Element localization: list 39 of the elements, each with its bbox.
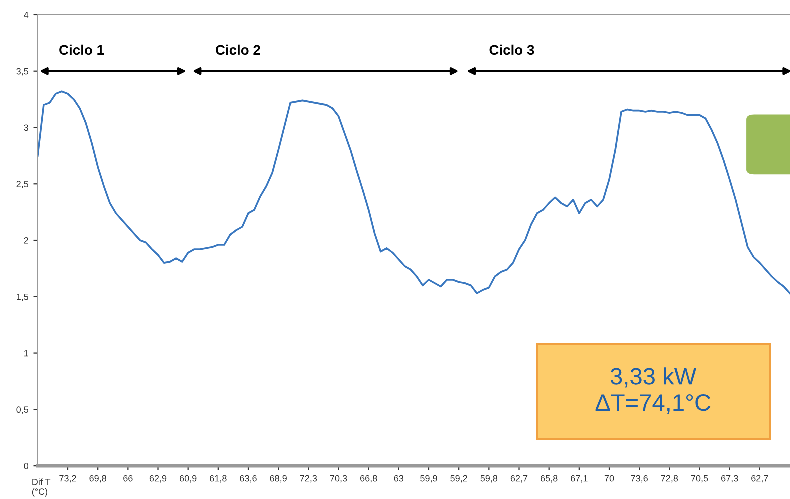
- annotation: Ciclo 1: [60, 44, 104, 56]
- y-tick-label: 3,5: [16, 68, 29, 76]
- x-tick-label: 73,2: [60, 475, 76, 483]
- x-tick-label: 63,6: [240, 475, 257, 483]
- x-tick-label: 65,8: [541, 475, 558, 483]
- x-tick-label: 63: [394, 475, 404, 482]
- x-tick-label: 73,6: [631, 475, 648, 483]
- y-tick-label: 4: [24, 12, 29, 18]
- annotation: Ciclo 2: [216, 44, 260, 56]
- y-tick-label: 0,5: [16, 406, 29, 414]
- annotation: Ciclo 3: [490, 44, 534, 56]
- x-axis-title: Dif T (°C): [32, 478, 51, 497]
- y-tick-label: 2: [24, 237, 28, 244]
- x-tick-label: 62,7: [510, 475, 528, 483]
- x-tick-label: 60,9: [180, 475, 197, 483]
- y-tick-label: 2,5: [16, 181, 29, 189]
- annotation: 3,33 kW ΔT=74,1°C: [596, 368, 711, 414]
- x-tick-label: 69,8: [90, 475, 106, 483]
- x-tick-label: 59,8: [480, 475, 498, 483]
- x-tick-label: 59,2: [450, 475, 468, 483]
- y-tick-label: 1: [24, 350, 28, 357]
- x-tick-label: 59,9: [420, 475, 438, 483]
- x-tick-label: 67,1: [571, 475, 588, 483]
- x-tick-label: 67,3: [722, 475, 738, 483]
- x-tick-label: 70,5: [691, 475, 708, 483]
- x-tick-label: 72,3: [300, 475, 318, 483]
- y-tick-label: 3: [24, 124, 28, 132]
- x-tick-label: 61,8: [210, 475, 227, 483]
- x-tick-label: 62,7: [752, 475, 768, 483]
- x-tick-label: 66,8: [360, 475, 378, 483]
- x-tick-label: 72,8: [661, 475, 678, 483]
- x-tick-label: 68,9: [270, 475, 287, 483]
- line-series: [38, 90, 790, 294]
- x-tick-label: 66: [124, 475, 133, 482]
- x-tick-label: 70,3: [330, 475, 348, 483]
- x-tick-label: 62,9: [150, 475, 167, 483]
- x-tick-label: 70: [604, 475, 614, 482]
- y-tick-label: 1,5: [17, 294, 29, 302]
- y-tick-label: 0: [24, 463, 29, 470]
